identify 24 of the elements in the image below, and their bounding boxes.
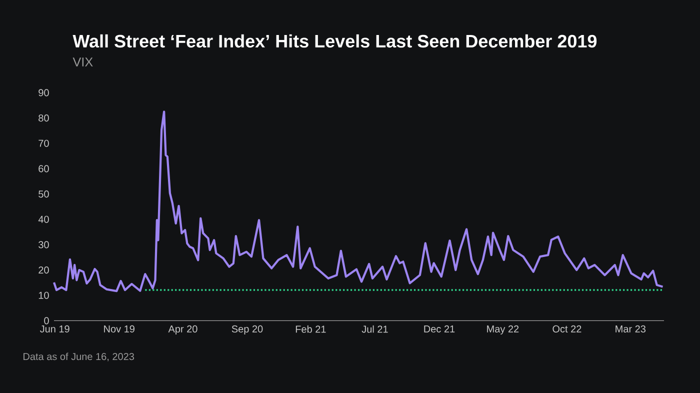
y-tick-label: 30 — [38, 241, 49, 248]
x-tick-label: Nov 19 — [104, 325, 134, 332]
y-tick-label: 0 — [44, 317, 49, 324]
x-tick-label: Feb 21 — [296, 325, 326, 333]
chart-subtitle: VIX — [72, 58, 93, 66]
x-tick-label: Jul 21 — [362, 325, 388, 333]
x-tick-label: Mar 23 — [616, 325, 646, 332]
y-tick-label: 70 — [38, 140, 49, 147]
x-tick-label: Sep 20 — [232, 325, 263, 334]
text: Data as of June 16, 2023 — [24, 352, 134, 362]
y-tick-label: 90 — [38, 89, 49, 96]
y-tick-label: 10 — [38, 292, 49, 299]
x-tick-label: May 22 — [487, 325, 519, 334]
y-tick-label: 20 — [38, 266, 49, 274]
y-tick-label: 80 — [38, 114, 49, 122]
x-tick-label: Jun 19 — [40, 325, 70, 332]
y-tick-label: 50 — [38, 190, 49, 198]
chart-title: Wall Street ‘Fear Index’ Hits Levels Last Seen December 2019 — [72, 34, 597, 48]
x-tick-label: Apr 20 — [168, 325, 198, 334]
y-tick-label: 60 — [38, 165, 49, 172]
line-series — [52, 110, 664, 292]
y-tick-label: 40 — [38, 216, 49, 223]
x-tick-label: Dec 21 — [424, 325, 455, 332]
x-tick-label: Oct 22 — [552, 325, 582, 332]
